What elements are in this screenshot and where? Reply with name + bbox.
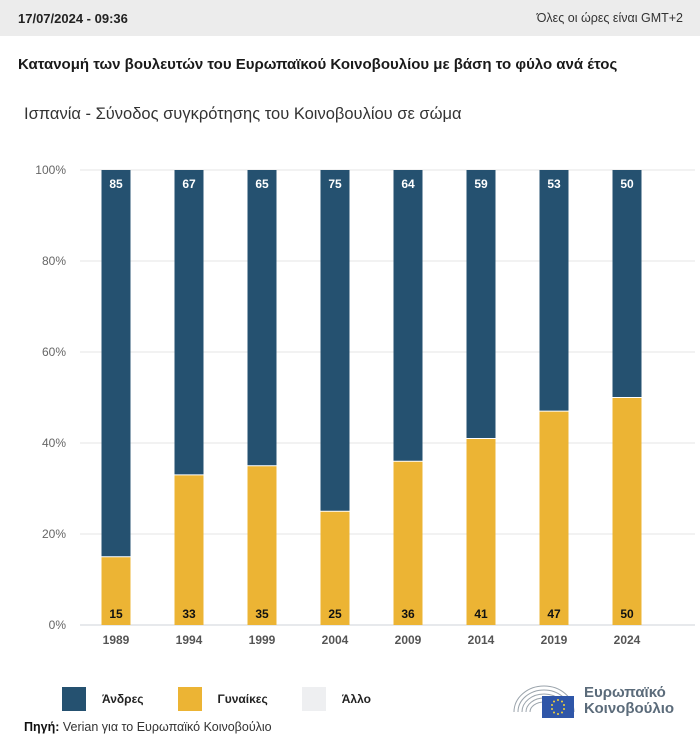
- bar-men-2019: [539, 170, 569, 412]
- data-label-men-1989: 85: [109, 177, 123, 191]
- x-axis: 1989 1994 1999 2004 2009 2014 2019 2024: [103, 633, 641, 647]
- timezone-note: Όλες οι ώρες είναι GMT+2: [536, 11, 683, 25]
- bar-men-2024: [612, 170, 642, 398]
- chart-title: Κατανομή των βουλευτών του Ευρωπαϊκού Κο…: [18, 56, 618, 73]
- y-tick-label: 80%: [42, 254, 66, 268]
- bar-women-1994: [174, 474, 204, 625]
- bar-women-2004: [320, 511, 350, 625]
- bar-men-2004: [320, 170, 350, 512]
- data-label-men-2019: 53: [547, 177, 561, 191]
- data-label-men-2009: 64: [401, 177, 415, 191]
- y-axis: 0% 20% 40% 60% 80% 100%: [35, 163, 66, 632]
- x-tick-label: 2024: [614, 633, 641, 647]
- bars: 85 15 67 33 65 35 75 25 64 36 59 41 53 47 50 50: [101, 170, 642, 625]
- datetime: 17/07/2024 - 09:36: [18, 10, 128, 26]
- parliament-hemicycle-icon: [513, 685, 575, 718]
- legend: Άνδρες Γυναίκες Άλλο: [62, 687, 405, 711]
- bar-women-1999: [247, 465, 277, 625]
- bar-women-1989: [101, 556, 131, 625]
- x-tick-label: 2019: [541, 633, 568, 647]
- data-label-women-2019: 47: [547, 607, 561, 621]
- legend-item-men: Άνδρες: [62, 687, 144, 711]
- bar-women-2019: [539, 411, 569, 625]
- stacked-bar-chart: 0% 20% 40% 60% 80% 100% 85 15 67 33 65 35 75 25 64 36 5…: [35, 163, 695, 647]
- x-tick-label: 1994: [176, 633, 203, 647]
- bar-group-1994: 67 33: [174, 170, 204, 625]
- bar-group-1999: 65 35: [247, 170, 277, 625]
- bar-women-2024: [612, 397, 642, 625]
- bar-group-2024: 50 50: [612, 170, 642, 625]
- data-label-women-1989: 15: [109, 607, 123, 621]
- x-tick-label: 2009: [395, 633, 422, 647]
- y-tick-label: 0%: [49, 618, 67, 632]
- legend-swatch-men: [62, 687, 86, 711]
- x-tick-label: 1989: [103, 633, 130, 647]
- legend-label-men: Άνδρες: [102, 692, 144, 706]
- logo-line-1: Ευρωπαϊκό: [584, 684, 666, 701]
- data-label-women-2024: 50: [620, 607, 634, 621]
- bar-group-1989: 85 15: [101, 170, 131, 625]
- gridlines: [80, 169, 695, 626]
- legend-item-other: Άλλο: [301, 687, 371, 711]
- data-label-women-2014: 41: [474, 607, 488, 621]
- logo-text: Ευρωπαϊκό Κοινοβούλιο: [584, 685, 674, 717]
- x-tick-label: 1999: [249, 633, 276, 647]
- x-tick-label: 2004: [322, 633, 349, 647]
- legend-swatch-other: [301, 687, 326, 711]
- legend-swatch-women: [177, 687, 202, 711]
- bar-men-2009: [393, 170, 423, 462]
- data-label-women-2004: 25: [328, 607, 342, 621]
- data-label-men-2024: 50: [620, 177, 634, 191]
- logo-line-2: Κοινοβούλιο: [584, 700, 675, 717]
- bar-men-1994: [174, 170, 204, 475]
- legend-item-women: Γυναίκες: [177, 687, 268, 711]
- bar-men-2014: [466, 170, 496, 439]
- data-label-women-2009: 36: [401, 607, 415, 621]
- y-tick-label: 60%: [42, 345, 66, 359]
- y-tick-label: 20%: [42, 527, 66, 541]
- bar-group-2014: 59 41: [466, 170, 496, 625]
- data-label-men-2004: 75: [328, 177, 342, 191]
- source-text: Verian για το Ευρωπαϊκό Κοινοβούλιο: [59, 720, 272, 734]
- bar-women-2009: [393, 461, 423, 625]
- y-tick-label: 100%: [35, 163, 66, 177]
- x-tick-label: 2014: [468, 633, 495, 647]
- top-bar: 17/07/2024 - 09:36 Όλες οι ώρες είναι GM…: [0, 0, 700, 36]
- bar-men-1989: [101, 170, 131, 557]
- bar-group-2009: 64 36: [393, 170, 423, 625]
- bar-men-1999: [247, 170, 277, 466]
- bar-women-2014: [466, 438, 496, 625]
- source-prefix: Πηγή:: [24, 720, 60, 734]
- data-label-women-1999: 35: [255, 607, 269, 621]
- european-parliament-logo: Ευρωπαϊκό Κοινοβούλιο: [512, 681, 692, 721]
- bar-group-2019: 53 47: [539, 170, 569, 625]
- y-tick-label: 40%: [42, 436, 66, 450]
- data-label-women-1994: 33: [182, 607, 196, 621]
- chart-subtitle: Ισπανία - Σύνοδος συγκρότησης του Κοινοβ…: [24, 105, 462, 123]
- data-label-men-1999: 65: [255, 177, 269, 191]
- data-label-men-1994: 67: [182, 177, 196, 191]
- bar-group-2004: 75 25: [320, 170, 350, 625]
- source-note: Πηγή: Verian για το Ευρωπαϊκό Κοινοβούλι…: [24, 720, 272, 734]
- data-label-men-2014: 59: [474, 177, 488, 191]
- legend-label-women: Γυναίκες: [217, 692, 268, 706]
- legend-label-other: Άλλο: [341, 692, 371, 706]
